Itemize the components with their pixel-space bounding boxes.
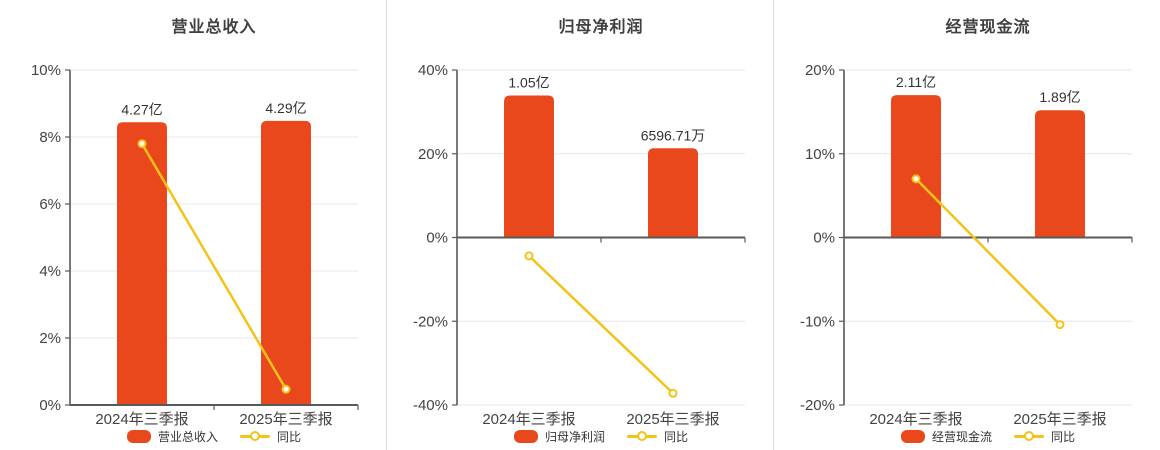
net-profit-chart: -40% -20% 0% 20% 40% 1.05亿 6596.71万 2024年三季报 202… xyxy=(413,62,746,428)
yoy-series-label: 同比 xyxy=(277,429,302,444)
bar-series-label: 经营现金流 xyxy=(931,429,992,444)
y-tick-label: 10% xyxy=(805,146,835,163)
chart-title-cash-flow: 经营现金流 xyxy=(945,19,1031,36)
bar-series-swatch xyxy=(513,429,538,443)
yoy-marker-2024年三季报 xyxy=(911,174,921,184)
yoy-line xyxy=(140,143,288,390)
chart-title-net-profit: 归母净利润 xyxy=(558,19,644,36)
bar-value-label: 4.27亿 xyxy=(121,101,162,117)
yoy-marker-2024年三季报 xyxy=(137,139,147,149)
yoy-marker-2025年三季报 xyxy=(668,388,678,398)
line-series-icon xyxy=(1014,430,1044,442)
bar-2024年三季报 xyxy=(504,95,554,238)
line-icon-marker xyxy=(250,430,260,441)
y-tick-label: -40% xyxy=(413,397,448,414)
bar-series-label: 营业总收入 xyxy=(157,429,218,444)
y-tick-label: 8% xyxy=(39,129,61,146)
yoy-marker-2025年三季报 xyxy=(281,384,291,394)
bar-value-label: 2.11亿 xyxy=(896,74,936,90)
y-tick-label: -10% xyxy=(800,313,835,330)
y-tick-label: 20% xyxy=(418,146,448,163)
bar-value-label: 4.29亿 xyxy=(265,100,306,116)
bar-value-label: 1.05亿 xyxy=(508,75,549,91)
line-icon-marker xyxy=(1024,430,1034,441)
bar-value-label: 6596.71万 xyxy=(641,127,706,143)
chart-panel-net-profit: 归母净利润 -40% -20% 0% 20% 40% 1.05亿 6596.71万 2024年… xyxy=(387,0,774,450)
y-tick-label: 0% xyxy=(813,230,835,247)
yoy-marker-2024年三季报 xyxy=(524,251,534,261)
revenue-chart: 0% 2% 4% 6% 8% 10% 4.27亿 4.29亿 2024年三季报 2025年三季报 xyxy=(31,62,359,428)
bar-series-label: 归母净利润 xyxy=(544,429,605,444)
x-axis-label: 2024年三季报 xyxy=(95,411,188,428)
x-axis-label: 2024年三季报 xyxy=(869,411,962,428)
yoy-line xyxy=(915,177,1061,326)
bar-value-label: 1.89亿 xyxy=(1039,89,1080,105)
y-tick-label: 40% xyxy=(418,62,448,79)
bar-series-swatch xyxy=(126,429,151,443)
legend-revenue: 营业总收入 同比 xyxy=(70,427,358,445)
y-tick-label: -20% xyxy=(413,313,448,330)
bar-2025年三季报 xyxy=(648,148,698,238)
bar-series-swatch xyxy=(900,429,925,443)
yoy-series-label: 同比 xyxy=(1051,429,1076,444)
bar-2025年三季报 xyxy=(1035,110,1085,238)
chart-panel-cash-flow: 经营现金流 -20% -10% 0% 10% 20% 2.11亿 1.89亿 2024年三季报… xyxy=(774,0,1160,450)
cash-flow-chart: -20% -10% 0% 10% 20% 2.11亿 1.89亿 2024年三季报 2025年三… xyxy=(800,62,1133,428)
line-series-icon xyxy=(627,430,657,442)
y-tick-label: 4% xyxy=(39,263,61,280)
legend-net-profit: 归母净利润 同比 xyxy=(457,427,745,445)
yoy-series-label: 同比 xyxy=(664,429,689,444)
yoy-marker-2025年三季报 xyxy=(1055,320,1065,330)
chart-panel-revenue: 营业总收入 0% 2% 4% 6% 8% 10% 4.27亿 4.29亿 2024年三季报 202… xyxy=(0,0,387,450)
x-axis-label: 2025年三季报 xyxy=(1013,411,1106,428)
chart-title-revenue: 营业总收入 xyxy=(171,19,257,36)
bar-2024年三季报 xyxy=(117,122,167,405)
legend-cash-flow: 经营现金流 同比 xyxy=(844,427,1132,445)
x-axis-label: 2025年三季报 xyxy=(239,411,332,428)
x-axis-label: 2024年三季报 xyxy=(482,411,575,428)
bar-2024年三季报 xyxy=(891,95,941,238)
y-tick-label: -20% xyxy=(800,397,835,414)
y-tick-label: 20% xyxy=(805,62,835,79)
y-tick-label: 2% xyxy=(39,330,61,347)
y-tick-label: 10% xyxy=(31,62,61,79)
y-tick-label: 6% xyxy=(39,196,61,213)
x-axis-label: 2025年三季报 xyxy=(626,411,719,428)
yoy-line xyxy=(528,255,674,395)
bar-2025年三季报 xyxy=(261,120,311,406)
line-icon-marker xyxy=(637,430,647,441)
y-tick-label: 0% xyxy=(39,397,61,414)
line-series-icon xyxy=(240,430,270,442)
y-tick-label: 0% xyxy=(426,230,448,247)
